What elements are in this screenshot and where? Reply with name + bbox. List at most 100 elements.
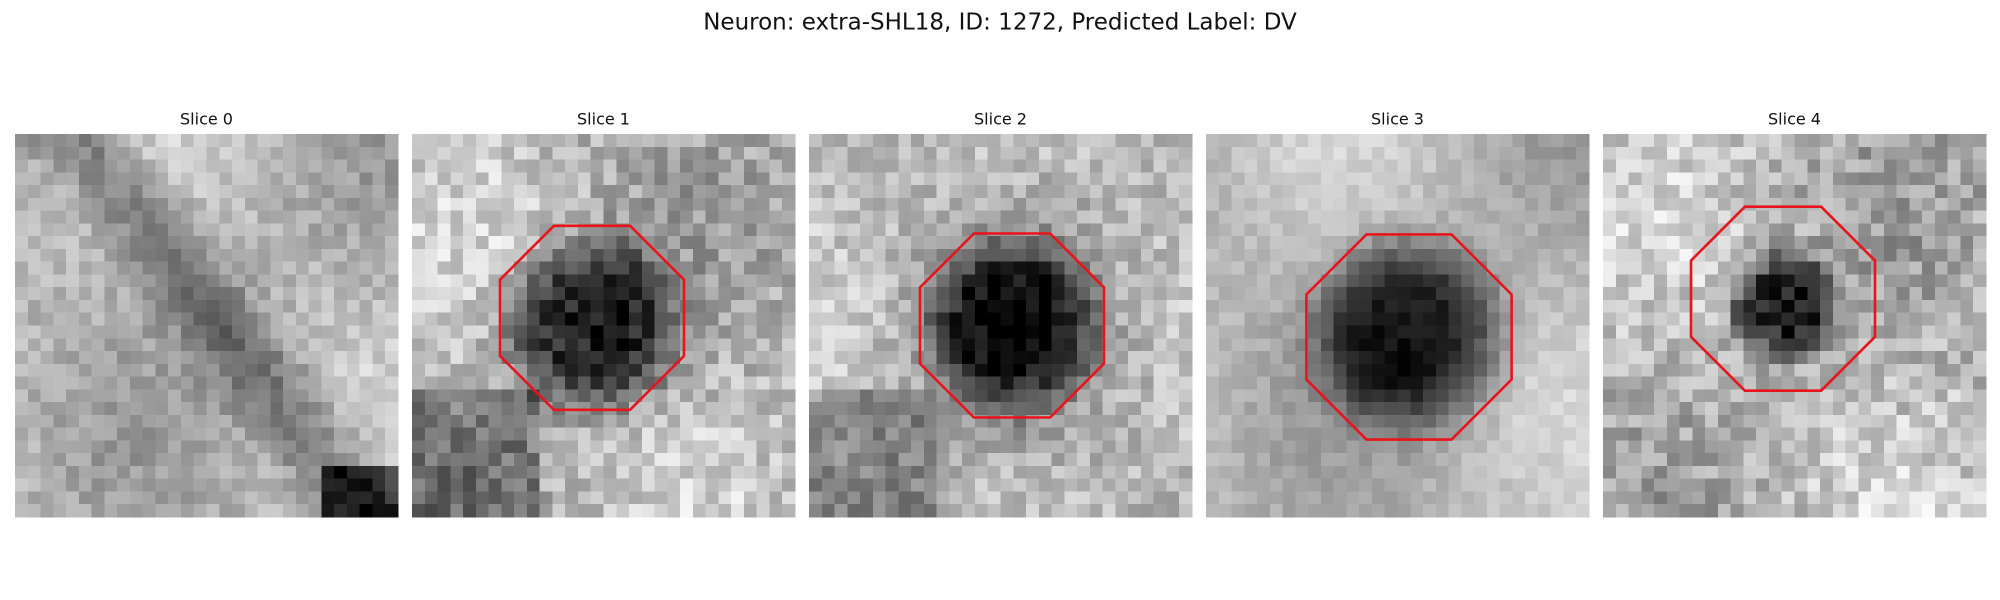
pixel [1960, 312, 1974, 327]
pixel [1743, 338, 1757, 352]
pixel [1423, 248, 1437, 263]
pixel [590, 185, 605, 199]
pixel [450, 389, 464, 403]
pixel [1423, 491, 1437, 505]
pixel [1743, 299, 1757, 314]
pixel [1397, 210, 1411, 224]
pixel [821, 299, 836, 314]
pixel [475, 325, 490, 339]
pixel [104, 402, 118, 416]
pixel [769, 248, 783, 263]
pixel [834, 376, 848, 390]
pixel [1781, 389, 1796, 403]
pixel [860, 223, 874, 237]
pixel [1525, 504, 1539, 518]
pixel [142, 236, 157, 250]
pixel [1717, 210, 1732, 224]
pixel [1474, 491, 1488, 505]
pixel [1525, 159, 1539, 173]
pixel [1973, 287, 1987, 301]
pixel [1550, 440, 1565, 454]
pixel [501, 465, 515, 480]
pixel [590, 465, 605, 480]
pixel [232, 236, 246, 250]
pixel [718, 427, 732, 441]
pixel [1537, 453, 1552, 467]
pixel [1397, 389, 1411, 403]
pixel [1705, 402, 1719, 416]
pixel [1960, 274, 1974, 288]
pixel [232, 287, 246, 301]
pixel [1820, 363, 1834, 378]
pixel [1257, 478, 1271, 493]
pixel [1525, 325, 1539, 339]
pixel [923, 312, 938, 327]
pixel [705, 223, 719, 237]
pixel [1486, 197, 1501, 212]
pixel [53, 185, 67, 199]
pixel [308, 287, 322, 301]
pixel [1089, 376, 1104, 390]
pixel [501, 504, 515, 518]
pixel [1756, 351, 1770, 365]
pixel [616, 248, 630, 263]
pixel [1807, 287, 1821, 301]
pixel [385, 363, 399, 378]
pixel [1717, 299, 1732, 314]
pixel [718, 274, 732, 288]
pixel [603, 440, 617, 454]
pixel [860, 261, 874, 276]
pixel [155, 504, 169, 518]
pixel [1525, 248, 1539, 263]
pixel [1397, 351, 1411, 365]
pixel [450, 351, 464, 365]
pixel [412, 440, 426, 454]
pixel [923, 172, 938, 186]
pixel [1244, 299, 1258, 314]
pixel [1934, 427, 1949, 441]
pixel [1269, 159, 1284, 173]
pixel [1743, 287, 1757, 301]
pixel [514, 312, 528, 327]
pixel [1922, 236, 1936, 250]
pixel [1257, 363, 1271, 378]
pixel [616, 146, 630, 161]
pixel [1206, 325, 1220, 339]
pixel [974, 453, 989, 467]
pixel [911, 134, 925, 148]
pixel [334, 134, 348, 148]
pixel [898, 146, 912, 161]
pixel [526, 172, 541, 186]
pixel [1820, 325, 1834, 339]
pixel [756, 453, 771, 467]
pixel [731, 223, 745, 237]
pixel [1140, 312, 1155, 327]
pixel [1512, 504, 1526, 518]
pixel [1423, 440, 1437, 454]
pixel [1384, 402, 1399, 416]
pixel [1909, 389, 1923, 403]
pixel [475, 389, 490, 403]
pixel [743, 210, 758, 224]
pixel [359, 402, 374, 416]
pixel [283, 261, 297, 276]
pixel [244, 376, 259, 390]
slice-image [15, 134, 399, 518]
pixel [987, 248, 1002, 263]
pixel [1384, 210, 1399, 224]
pixel [821, 248, 836, 263]
pixel [526, 402, 541, 416]
pixel [1896, 197, 1910, 212]
pixel [514, 465, 528, 480]
pixel [1384, 134, 1399, 148]
pixel [782, 440, 796, 454]
pixel [1883, 185, 1898, 199]
pixel [168, 248, 182, 263]
pixel [424, 414, 439, 429]
pixel [270, 185, 284, 199]
pixel [641, 185, 656, 199]
pixel [257, 159, 271, 173]
pixel [27, 402, 42, 416]
pixel [1179, 376, 1193, 390]
pixel [782, 261, 796, 276]
